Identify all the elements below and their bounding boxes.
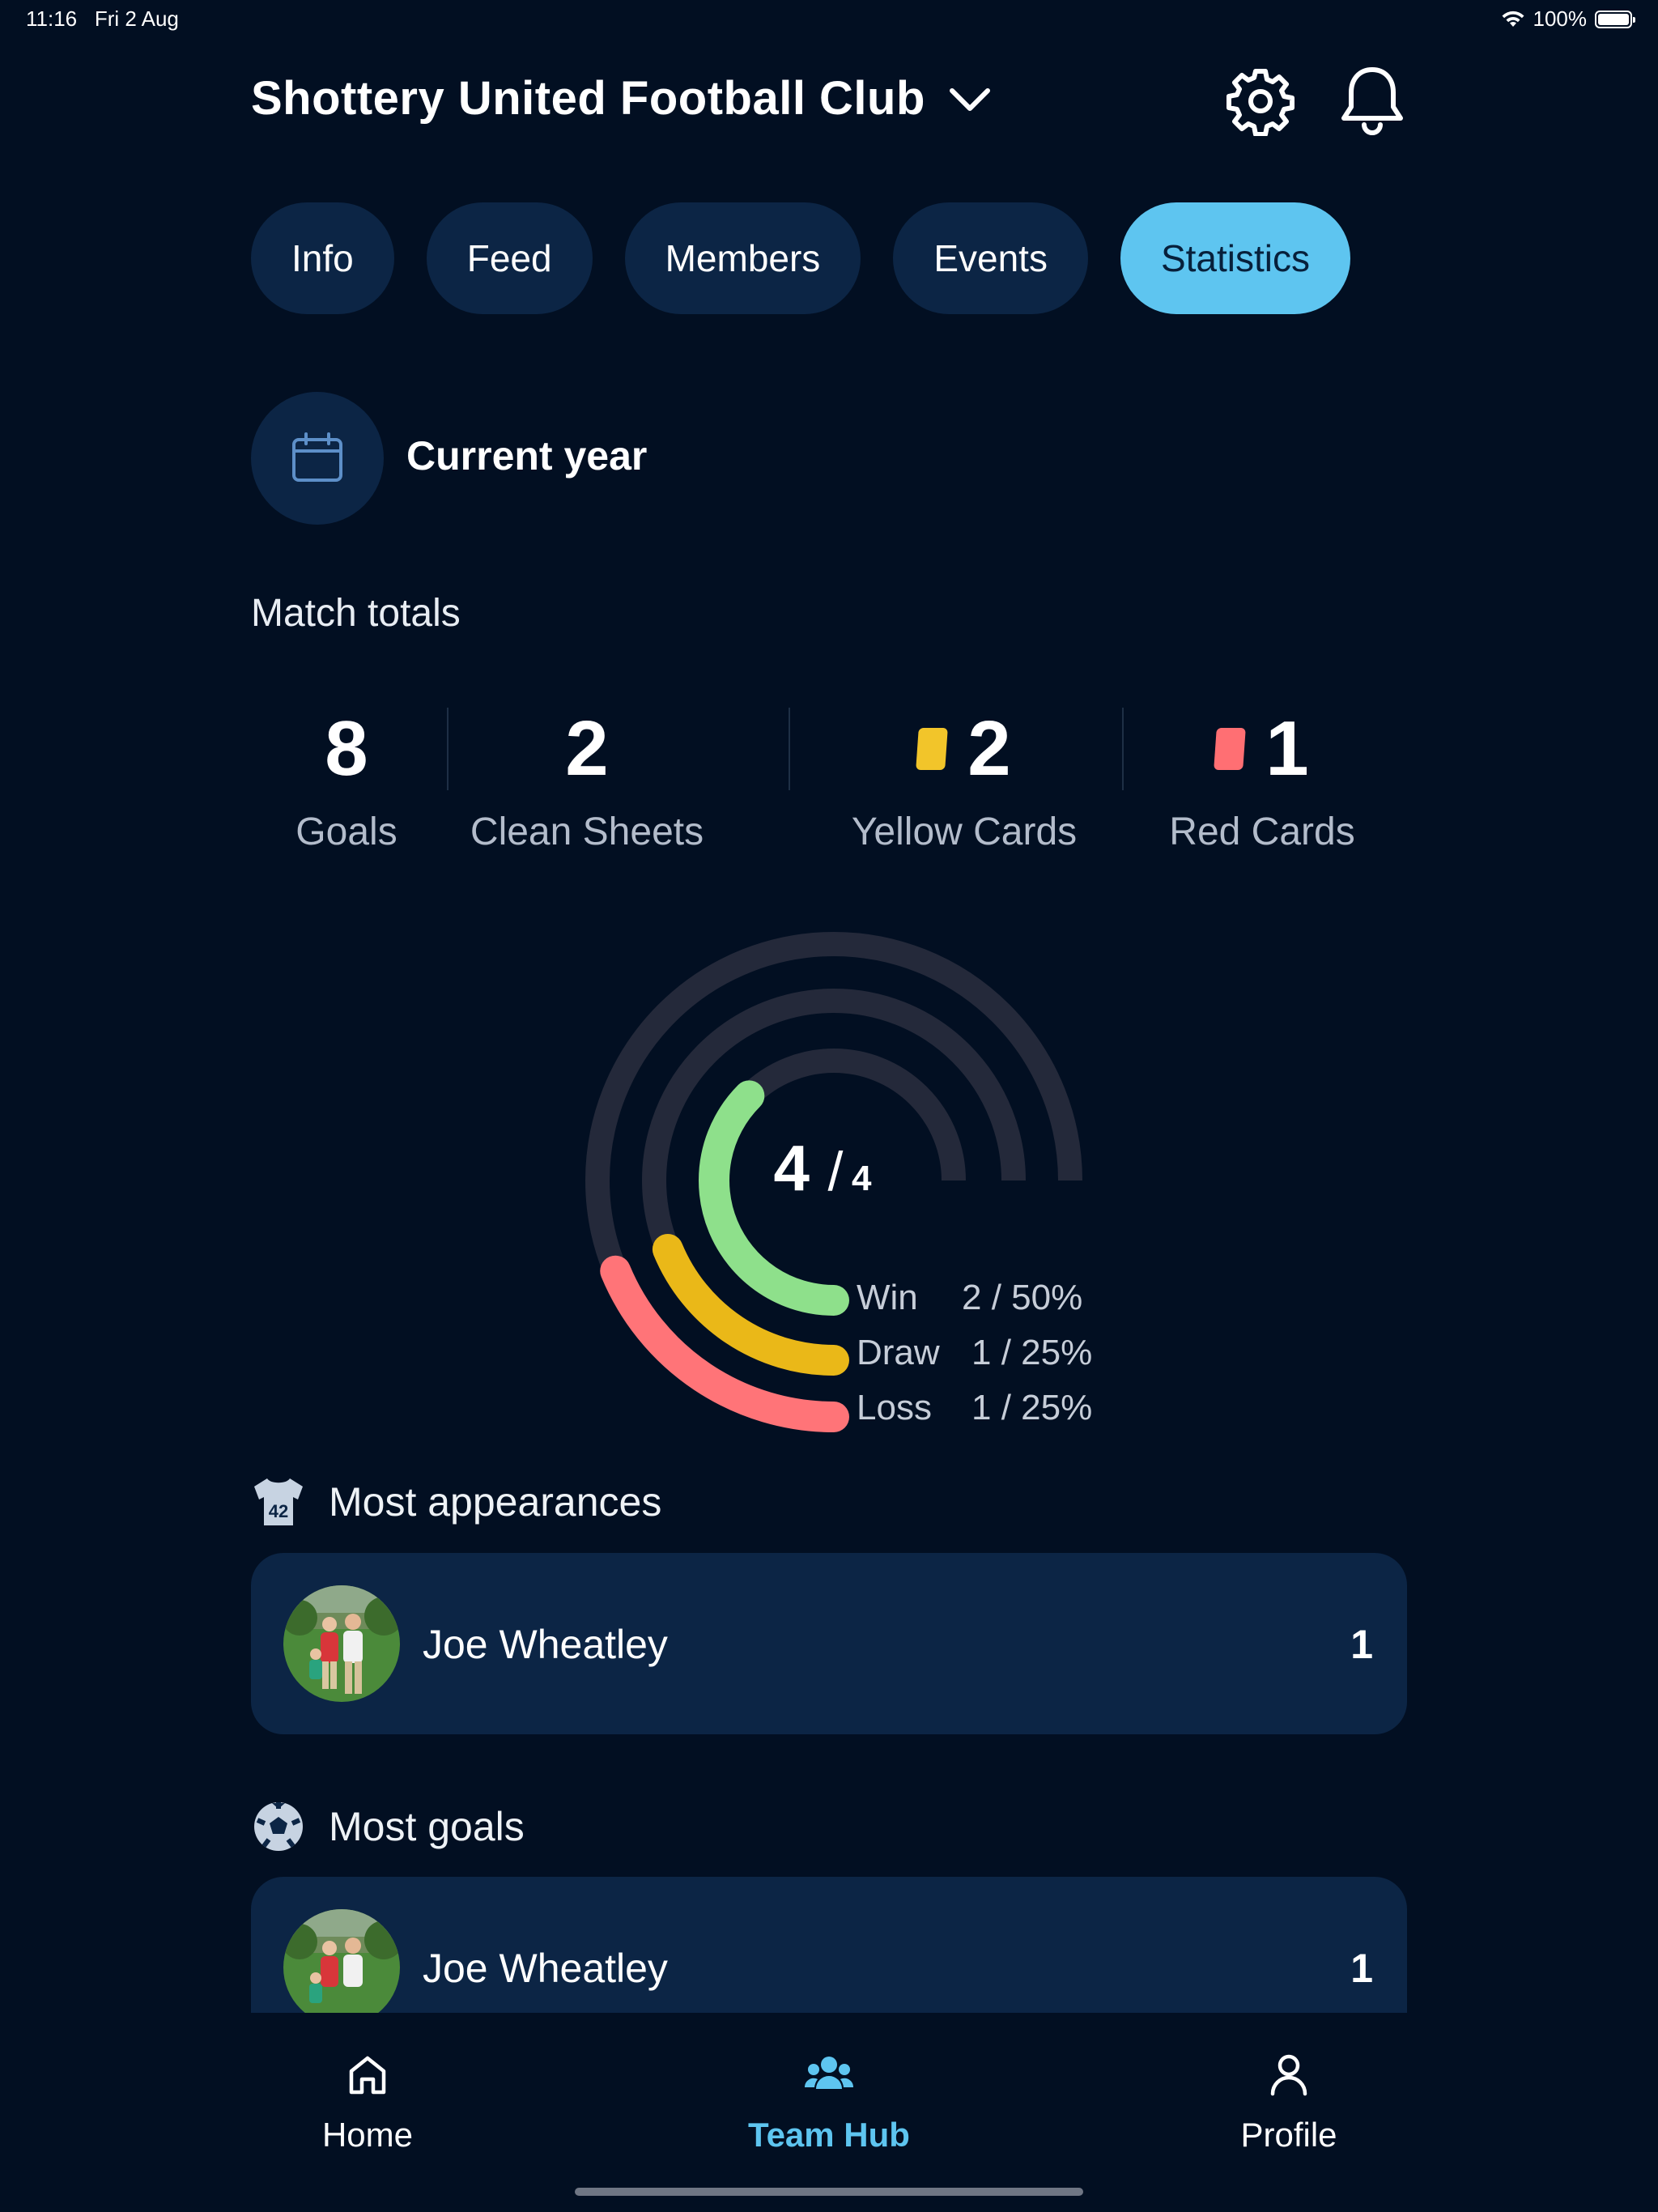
nav-home[interactable]: Home: [206, 2013, 529, 2155]
most-goals-card[interactable]: Joe Wheatley 1: [251, 1877, 1407, 2013]
ring-draw: [652, 1233, 849, 1376]
played-separator: /: [828, 1141, 844, 1202]
battery-percent: 100%: [1533, 6, 1588, 31]
tab-feed[interactable]: Feed: [426, 202, 593, 314]
most-appearances-header: 42 Most appearances: [251, 1475, 661, 1529]
profile-icon: [1270, 2054, 1307, 2096]
played-value: 4: [774, 1132, 810, 1204]
battery-icon: [1595, 10, 1635, 28]
match-totals-title: Match totals: [251, 592, 461, 635]
yellow-cards-value: 2: [967, 705, 1011, 792]
goals-value: 8: [325, 705, 368, 792]
legend-win-label: Win: [857, 1278, 918, 1317]
legend-draw: Draw 1 / 25%: [857, 1333, 1092, 1373]
home-indicator: [575, 2188, 1083, 2196]
yellow-card-icon: [916, 728, 949, 770]
status-indicators: 100%: [1501, 6, 1635, 32]
legend-loss: Loss 1 / 25%: [857, 1388, 1092, 1428]
period-label[interactable]: Current year: [406, 433, 648, 479]
wifi-icon: [1502, 11, 1524, 27]
legend-draw-stat: 1 / 25%: [971, 1333, 1093, 1372]
divider: [1122, 708, 1124, 790]
calendar-icon: [292, 432, 342, 482]
match-totals: 8 Goals 2 Clean Sheets 2 Yellow Cards 1 …: [251, 704, 1405, 874]
player-name: Joe Wheatley: [423, 1946, 668, 1991]
nav-team-hub-label: Team Hub: [748, 2116, 910, 2154]
team-icon: [804, 2057, 854, 2089]
chevron-down-icon[interactable]: [946, 84, 994, 117]
avatar: [283, 1585, 400, 1702]
played-total: 4: [852, 1159, 872, 1198]
red-cards-label: Red Cards: [1169, 810, 1355, 853]
goals-label: Goals: [295, 810, 397, 853]
most-appearances-card[interactable]: Joe Wheatley 1: [251, 1553, 1407, 1734]
stat-clean-sheets: 2 Clean Sheets: [453, 704, 721, 854]
ring-win: [699, 1080, 849, 1316]
tab-events[interactable]: Events: [893, 202, 1088, 314]
svg-text:42: 42: [269, 1501, 288, 1521]
tab-info[interactable]: Info: [251, 202, 394, 314]
legend-draw-label: Draw: [857, 1333, 940, 1372]
clean-sheets-value: 2: [565, 705, 609, 792]
divider: [447, 708, 449, 790]
player-count: 1: [1350, 1622, 1373, 1667]
stat-red-cards: 1 Red Cards: [1135, 704, 1389, 854]
nav-home-label: Home: [321, 2116, 414, 2154]
legend-loss-label: Loss: [857, 1388, 932, 1427]
period-button[interactable]: [251, 392, 384, 525]
football-icon: [254, 1802, 303, 1851]
player-name: Joe Wheatley: [423, 1622, 668, 1667]
results-ring-chart: 4 / 4: [585, 932, 1082, 1432]
player-count: 1: [1350, 1946, 1373, 1991]
bell-icon[interactable]: [1337, 65, 1407, 138]
yellow-cards-label: Yellow Cards: [851, 810, 1078, 853]
nav-profile[interactable]: Profile: [1127, 2013, 1451, 2155]
red-card-icon: [1214, 728, 1247, 770]
nav-team-hub[interactable]: Team Hub: [667, 2013, 991, 2155]
tab-members[interactable]: Members: [624, 202, 861, 314]
legend-win-stat: 2 / 50%: [962, 1278, 1083, 1317]
club-name[interactable]: Shottery United Football Club: [251, 72, 925, 125]
most-appearances-title: Most appearances: [329, 1479, 662, 1525]
bottom-nav: Home Team Hub Profile: [0, 2013, 1658, 2212]
legend-win: Win 2 / 50%: [857, 1278, 1082, 1318]
divider: [789, 708, 790, 790]
tab-bar: Info Feed Members Events Statistics: [251, 202, 1350, 314]
shirt-icon: 42: [254, 1478, 303, 1525]
nav-profile-label: Profile: [1240, 2116, 1337, 2154]
red-cards-value: 1: [1265, 705, 1309, 792]
clean-sheets-label: Clean Sheets: [470, 810, 704, 853]
stat-goals: 8 Goals: [251, 704, 442, 854]
legend-loss-stat: 1 / 25%: [971, 1388, 1093, 1427]
most-goals-title: Most goals: [329, 1804, 525, 1849]
most-goals-header: Most goals: [251, 1799, 525, 1854]
gear-icon[interactable]: [1226, 66, 1295, 136]
status-time: 11:16 Fri 2 Aug: [26, 6, 179, 31]
avatar: [283, 1909, 400, 2013]
home-icon: [349, 2056, 386, 2095]
tab-statistics[interactable]: Statistics: [1120, 202, 1350, 314]
stat-yellow-cards: 2 Yellow Cards: [810, 704, 1119, 854]
ring-loss: [600, 1255, 849, 1432]
